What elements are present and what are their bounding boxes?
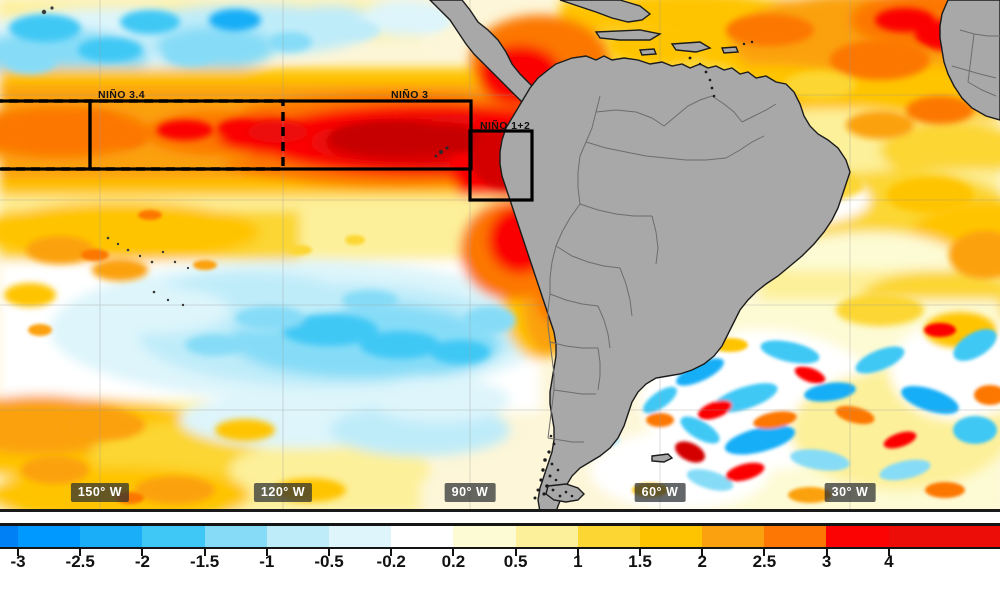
lon-label-30w: 30° W	[824, 483, 876, 502]
colorbar-label-9: 1	[573, 552, 583, 571]
colorbar-band-15	[888, 526, 1000, 547]
land-cuba	[594, 29, 662, 41]
colorbar-strip	[0, 523, 1000, 549]
land-florida	[559, 0, 652, 23]
colorbar-band-6	[328, 526, 392, 547]
colorbar-tick-3	[203, 549, 206, 556]
colorbar-tick-7	[452, 549, 455, 556]
colorbar-tick-14	[887, 549, 890, 556]
land-falklands	[651, 453, 674, 463]
colorbar-band-10	[577, 526, 640, 547]
nino12-label: NIÑO 1+2	[480, 120, 531, 132]
pacific-islets	[41, 6, 190, 307]
colorbar-band-12	[702, 526, 765, 547]
colorbar-band-4	[204, 526, 267, 547]
nino-box-nino12	[468, 129, 534, 202]
colorbar-tick-11	[701, 549, 704, 556]
colorbar-band-0	[0, 526, 18, 547]
colorbar-tick-1	[79, 549, 82, 556]
galapagos-islands	[434, 146, 449, 158]
colorbar-band-7	[391, 526, 454, 547]
colorbar-label-0: -3	[10, 552, 26, 571]
colorbar-tick-4	[265, 549, 268, 556]
colorbar-label-10: 1.5	[628, 552, 652, 571]
colorbar-ticks	[0, 549, 1000, 556]
nino3-label: NIÑO 3	[391, 89, 429, 101]
map-panel: NIÑO 3.4 NIÑO 3 NIÑO 1+2 150° W 120° W 9…	[0, 0, 1000, 512]
land-puerto-rico	[720, 46, 740, 54]
colorbar-band-9	[515, 526, 578, 547]
colorbar-tick-13	[825, 549, 828, 556]
southern-chile-fjords	[533, 434, 574, 500]
country-borders	[547, 29, 1000, 443]
land-south-america	[499, 55, 851, 509]
colorbar-tick-2	[141, 549, 144, 556]
lon-label-150w: 150° W	[70, 483, 130, 502]
sst-anomaly-raster	[0, 0, 1000, 509]
colorbar-tick-0	[17, 549, 19, 556]
lon-label-60w: 60° W	[634, 483, 686, 502]
caribbean-islets	[688, 40, 754, 98]
colorbar-label-2: -2	[134, 552, 150, 571]
colorbar-label-1: -2.5	[65, 552, 95, 571]
colorbar-labels: -3 -2.5 -2 -1.5 -1 -0.5 -0.2 0.2 0.5 1 1.5 2 2.5 3 4	[0, 552, 1000, 582]
colorbar-band-14	[826, 526, 889, 547]
colorbar-label-8: 0.5	[503, 552, 528, 571]
land-jamaica	[638, 48, 658, 56]
colorbar-label-13: 3	[821, 552, 832, 571]
colorbar-band-1	[18, 526, 81, 547]
colorbar-label-7: 0.2	[441, 552, 466, 571]
colorbar-band-3	[142, 526, 205, 547]
colorbar-band-5	[266, 526, 329, 547]
colorbar-label-14: 4	[884, 552, 894, 571]
colorbar-tick-9	[576, 549, 579, 556]
colorbar-label-5: -0.5	[314, 552, 344, 571]
colorbar-band-13	[764, 526, 827, 547]
land-west-africa	[939, 0, 1000, 121]
colorbar-tick-12	[763, 549, 766, 556]
land-hispaniola	[670, 41, 712, 53]
colorbar-label-6: -0.2	[376, 552, 406, 571]
colorbar-tick-5	[328, 549, 330, 556]
colorbar-band-2	[80, 526, 143, 547]
land-tierra-del-fuego	[545, 483, 585, 503]
colorbar-tick-8	[514, 549, 517, 556]
lon-label-120w: 120° W	[253, 483, 313, 502]
colorbar-band-11	[639, 526, 703, 547]
colorbar-label-12: 2.5	[752, 552, 777, 571]
colorbar-label-3: -1.5	[189, 552, 220, 571]
colorbar-tick-6	[390, 549, 393, 556]
landmasses	[41, 0, 1000, 509]
nino34-label: NIÑO 3.4	[98, 89, 145, 101]
colorbar-label-11: 2	[697, 552, 707, 571]
colorbar-label-4: -1	[259, 552, 275, 571]
lon-label-90w: 90° W	[444, 483, 496, 502]
colorbar: -3 -2.5 -2 -1.5 -1 -0.5 -0.2 0.2 0.5 1 1.5 2 2.5 3 4	[0, 512, 1000, 590]
colorbar-tick-10	[639, 549, 641, 556]
colorbar-band-8	[453, 526, 516, 547]
